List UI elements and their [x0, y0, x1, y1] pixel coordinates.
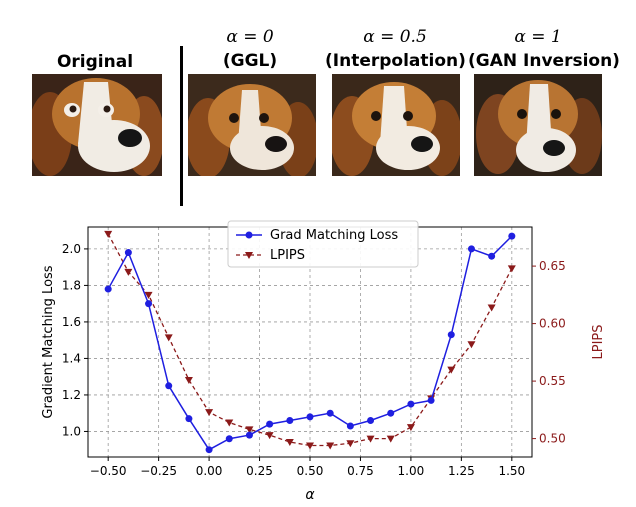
y-tick-label-left: 2.0 [62, 242, 81, 256]
grad-point [185, 415, 193, 423]
lpips-point [447, 366, 456, 374]
lpips-point [507, 265, 516, 273]
alpha-label-interpolation: α = 0.5 [363, 27, 427, 47]
lpips-point [124, 268, 133, 276]
grad-point [266, 420, 274, 428]
panel-divider [180, 46, 183, 206]
lpips-point [285, 439, 294, 447]
legend: Grad Matching Loss LPIPS [227, 220, 419, 268]
beagle-photo-interpolation [332, 74, 460, 176]
lpips-line [107, 233, 513, 447]
lpips-point [366, 435, 375, 443]
lpips-point [184, 376, 193, 384]
x-tick-label: 0.00 [196, 464, 223, 478]
x-tick-label: 0.50 [297, 464, 324, 478]
grad-point [346, 422, 354, 430]
x-axis-label: α [305, 487, 315, 503]
lpips-point [205, 409, 214, 417]
y-tick-label-left: 1.4 [62, 351, 81, 365]
lpips-point [144, 291, 153, 299]
panel-label-ggl: (GGL) [222, 51, 278, 71]
lpips-point [104, 230, 113, 238]
lpips-point [245, 426, 254, 434]
y-tick-label-left: 1.0 [62, 424, 81, 438]
grad-point [145, 300, 153, 308]
legend-box [227, 220, 419, 268]
lpips-point [326, 442, 335, 450]
lpips-point [487, 304, 496, 312]
lpips-point [467, 341, 476, 349]
grad-point [387, 409, 395, 417]
y-ticks-right: 0.50 0.55 0.60 0.65 [532, 259, 566, 446]
y-tick-label-right: 0.55 [539, 374, 566, 388]
grad-point [286, 416, 294, 424]
loss-lpips-chart: −0.50 −0.25 0.00 0.25 0.50 0.75 1.00 1.25 1.50 1… [41, 220, 606, 503]
series-lpips [104, 230, 516, 450]
grad-point [165, 382, 173, 390]
lpips-point [406, 424, 415, 432]
x-ticks: −0.50 −0.25 0.00 0.25 0.50 0.75 1.00 1.25 1.50 [90, 457, 525, 478]
grad-point [407, 400, 415, 408]
x-tick-label: 1.00 [398, 464, 425, 478]
series-grad-matching-loss [104, 232, 516, 454]
grad-point [508, 232, 516, 240]
legend-label-grad: Grad Matching Loss [270, 228, 398, 243]
legend-label-lpips: LPIPS [270, 248, 305, 263]
lpips-point [306, 442, 314, 450]
x-tick-label: −0.25 [140, 464, 177, 478]
grad-point [326, 409, 334, 417]
y-tick-label-right: 0.60 [539, 317, 566, 331]
grad-point [104, 285, 112, 293]
lpips-point [386, 435, 395, 443]
lpips-point [346, 440, 355, 448]
grad-point [467, 245, 475, 253]
lpips-point [164, 334, 173, 342]
grad-point [245, 431, 253, 439]
lpips-point [265, 432, 274, 440]
panel-label-gan-inversion: (GAN Inversion) [468, 51, 620, 71]
grad-point [447, 331, 455, 339]
y-tick-label-left: 1.8 [62, 278, 81, 292]
y-tick-label-right: 0.50 [539, 432, 566, 446]
grad-point [367, 416, 375, 424]
grad-point [225, 435, 233, 443]
x-tick-label: 1.25 [448, 464, 475, 478]
grad-point [427, 396, 435, 404]
x-tick-label: 0.75 [347, 464, 374, 478]
y-tick-label-left: 1.6 [62, 315, 81, 329]
panel-label-original: Original [56, 52, 134, 72]
alpha-label-gan-inversion: α = 1 [514, 27, 562, 47]
grad-point [124, 249, 132, 257]
grad-point [488, 252, 496, 260]
grad-point [205, 446, 213, 454]
x-tick-label: 0.25 [246, 464, 273, 478]
panel-label-interpolation: (Interpolation) [325, 51, 466, 71]
grad-point [306, 413, 314, 421]
beagle-photo-original [32, 74, 162, 176]
y-axis-label-right: LPIPS [591, 324, 606, 359]
beagle-photo-ggl [188, 74, 316, 176]
y-tick-label-right: 0.65 [539, 259, 566, 273]
legend-marker-lpips [245, 252, 253, 259]
legend-marker-grad [245, 231, 253, 239]
y-tick-label-left: 1.2 [62, 388, 81, 402]
x-tick-label: −0.50 [90, 464, 127, 478]
lpips-point [225, 419, 234, 427]
y-ticks-left: 1.0 1.2 1.4 1.6 1.8 2.0 [62, 242, 88, 438]
y-axis-label-left: Gradient Matching Loss [41, 265, 56, 418]
alpha-label-ggl: α = 0 [226, 27, 274, 47]
x-tick-label: 1.50 [498, 464, 525, 478]
beagle-photo-gan-inversion [474, 74, 602, 176]
